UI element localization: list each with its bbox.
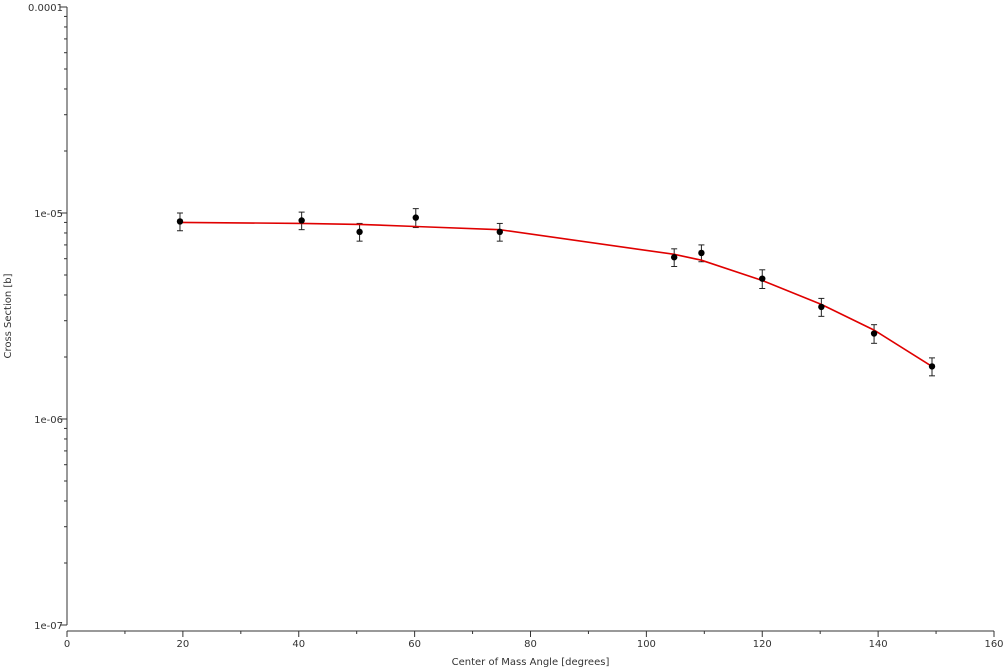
x-axis-label: Center of Mass Angle [degrees] bbox=[452, 657, 610, 668]
x-tick-label: 60 bbox=[408, 639, 421, 650]
x-tick-label: 80 bbox=[524, 639, 537, 650]
x-tick-label: 0 bbox=[64, 639, 70, 650]
data-point bbox=[412, 214, 419, 221]
data-point bbox=[670, 254, 678, 261]
y-ticks: 1e-07 1e-06 1e-05 0.0001 bbox=[28, 3, 67, 632]
data-point bbox=[818, 303, 825, 311]
data-point bbox=[759, 275, 766, 282]
data-point bbox=[870, 330, 878, 337]
x-tick-label: 20 bbox=[177, 639, 190, 650]
data-point bbox=[928, 363, 936, 370]
x-ticks: 0 20 40 60 80 100 120 140 160 bbox=[64, 631, 1004, 650]
data-point bbox=[496, 228, 503, 236]
y-tick-label: 1e-06 bbox=[34, 415, 63, 426]
x-tick-label: 140 bbox=[869, 639, 888, 650]
fit-line bbox=[179, 221, 933, 368]
x-tick-label: 160 bbox=[984, 639, 1003, 650]
y-tick-label: 1e-05 bbox=[34, 209, 63, 220]
error-bars bbox=[176, 208, 936, 377]
x-tick-label: 40 bbox=[292, 639, 305, 650]
y-tick-label: 1e-07 bbox=[34, 621, 63, 632]
data-point bbox=[176, 218, 184, 225]
y-tick-label: 0.0001 bbox=[28, 3, 63, 14]
axes bbox=[66, 7, 994, 632]
x-tick-label: 100 bbox=[637, 639, 656, 650]
data-points bbox=[176, 214, 936, 370]
y-axis-label: Cross Section [b] bbox=[3, 273, 14, 358]
x-tick-label: 120 bbox=[753, 639, 772, 650]
data-point bbox=[298, 217, 305, 224]
data-point bbox=[356, 228, 363, 236]
data-point bbox=[698, 249, 705, 257]
